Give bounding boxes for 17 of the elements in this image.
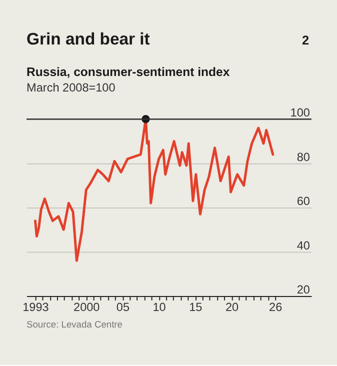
source-note: Source: Levada Centre <box>26 319 122 330</box>
y-tick-label: 20 <box>296 284 310 297</box>
x-tick-label: 05 <box>116 301 130 314</box>
y-axis-title: March 2008=100 <box>26 82 116 95</box>
y-tick-label: 100 <box>290 106 310 120</box>
x-tick-label: 26 <box>269 301 283 314</box>
x-tick-label: 15 <box>189 301 203 314</box>
text: 2 <box>302 32 310 48</box>
y-tick-label: 60 <box>296 195 310 208</box>
x-tick-label: 20 <box>225 301 239 314</box>
y-tick-label: 80 <box>296 150 310 164</box>
y-tick-label: 40 <box>296 239 310 252</box>
chart-title: Grin and bear it <box>26 29 150 48</box>
x-tick-label: 2000 <box>74 301 100 314</box>
chart-subtitle: Russia, consumer-sentiment index <box>26 64 230 79</box>
x-tick-label: 10 <box>152 301 166 314</box>
x-tick-label: 1993 <box>22 301 50 314</box>
